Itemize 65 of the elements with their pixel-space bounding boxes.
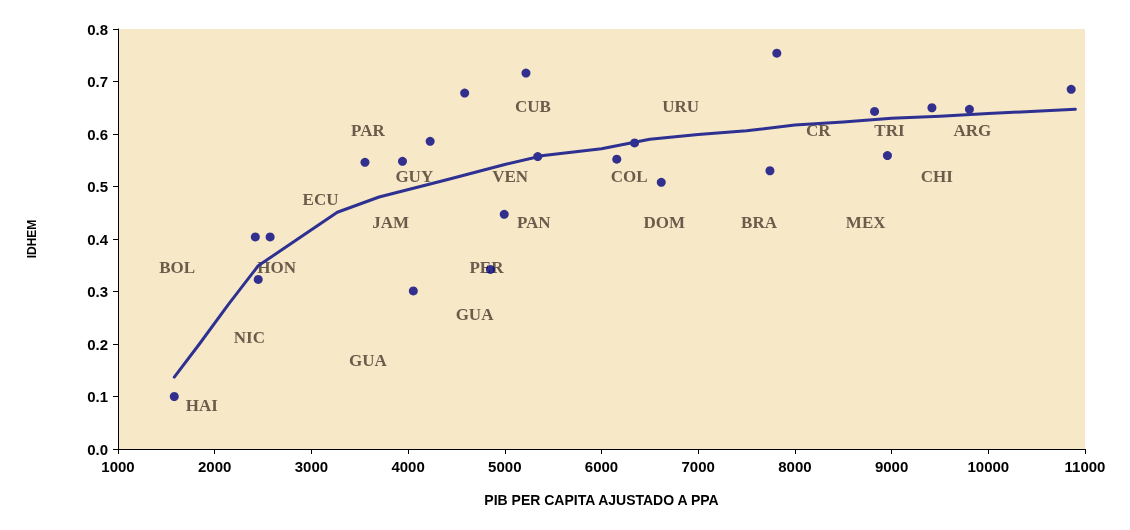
point — [656, 177, 666, 187]
annotation: DOM — [643, 213, 686, 233]
annotation: HON — [257, 258, 297, 278]
annotation: GUA — [455, 305, 495, 325]
annotation: CR — [806, 121, 832, 141]
point — [772, 48, 782, 58]
x-tick-label: 3000 — [294, 458, 329, 475]
y-tick-label: 0.2 — [87, 335, 108, 353]
point — [250, 232, 260, 242]
y-tick-label: 0.3 — [87, 283, 108, 300]
point — [882, 151, 892, 161]
point — [408, 286, 418, 296]
annotation: VEN — [492, 167, 529, 187]
x-tick-label: 8000 — [778, 458, 812, 475]
annotation: BOL — [159, 258, 196, 278]
annotation: MEX — [845, 213, 887, 233]
annotation: BRA — [741, 213, 778, 233]
annotation: PAR — [351, 121, 386, 141]
x-tick-label: 6000 — [584, 458, 619, 475]
point — [460, 88, 470, 98]
annotation: TRI — [874, 121, 905, 141]
point — [253, 274, 263, 284]
annotation: PAN — [516, 213, 552, 233]
y-axis-title: IDHEM — [25, 219, 39, 259]
point — [1066, 84, 1076, 94]
y-tick-label: 0.0 — [87, 440, 108, 458]
annotation: JAM — [372, 213, 410, 233]
point — [360, 157, 370, 167]
x-tick-label: 2000 — [198, 458, 232, 475]
annotation: HAI — [185, 396, 219, 416]
annotation: CHI — [920, 167, 954, 187]
point — [521, 68, 531, 78]
y-tick-label: 0.7 — [87, 73, 108, 90]
point — [499, 209, 509, 219]
y-tick-label: 0.4 — [87, 230, 109, 248]
x-tick-label: 1000 — [101, 458, 135, 475]
x-tick-label: 9000 — [874, 458, 909, 475]
y-tick-label: 0.1 — [87, 388, 108, 405]
x-tick-label: 7000 — [681, 458, 715, 475]
y-tick-label: 0.5 — [87, 178, 108, 195]
annotation: ECU — [302, 190, 339, 210]
x-axis-title: PIB PER CAPITA AJUSTADO A PPA — [484, 492, 719, 508]
annotation: GUA — [348, 351, 388, 371]
annotation: NIC — [233, 328, 265, 348]
point — [927, 103, 937, 113]
annotation: GUY — [395, 167, 434, 187]
x-tick-label: 5000 — [488, 458, 522, 475]
point — [964, 104, 974, 114]
point — [425, 136, 435, 146]
x-tick-label: 11000 — [1064, 458, 1106, 475]
annotation: COL — [610, 167, 648, 187]
x-tick-label: 4000 — [391, 458, 425, 475]
point — [398, 156, 407, 166]
annotation: PER — [469, 258, 505, 278]
x-tick-label: 10000 — [967, 458, 1010, 475]
point — [169, 392, 179, 401]
y-tick-label: 0.6 — [87, 125, 108, 143]
point — [612, 154, 622, 164]
annotation: URU — [662, 97, 700, 117]
y-tick-label: 0.8 — [87, 20, 108, 38]
point — [265, 232, 275, 242]
annotation: CUB — [514, 97, 551, 117]
point — [765, 166, 775, 176]
annotation: ARG — [953, 121, 992, 141]
point — [870, 106, 880, 116]
